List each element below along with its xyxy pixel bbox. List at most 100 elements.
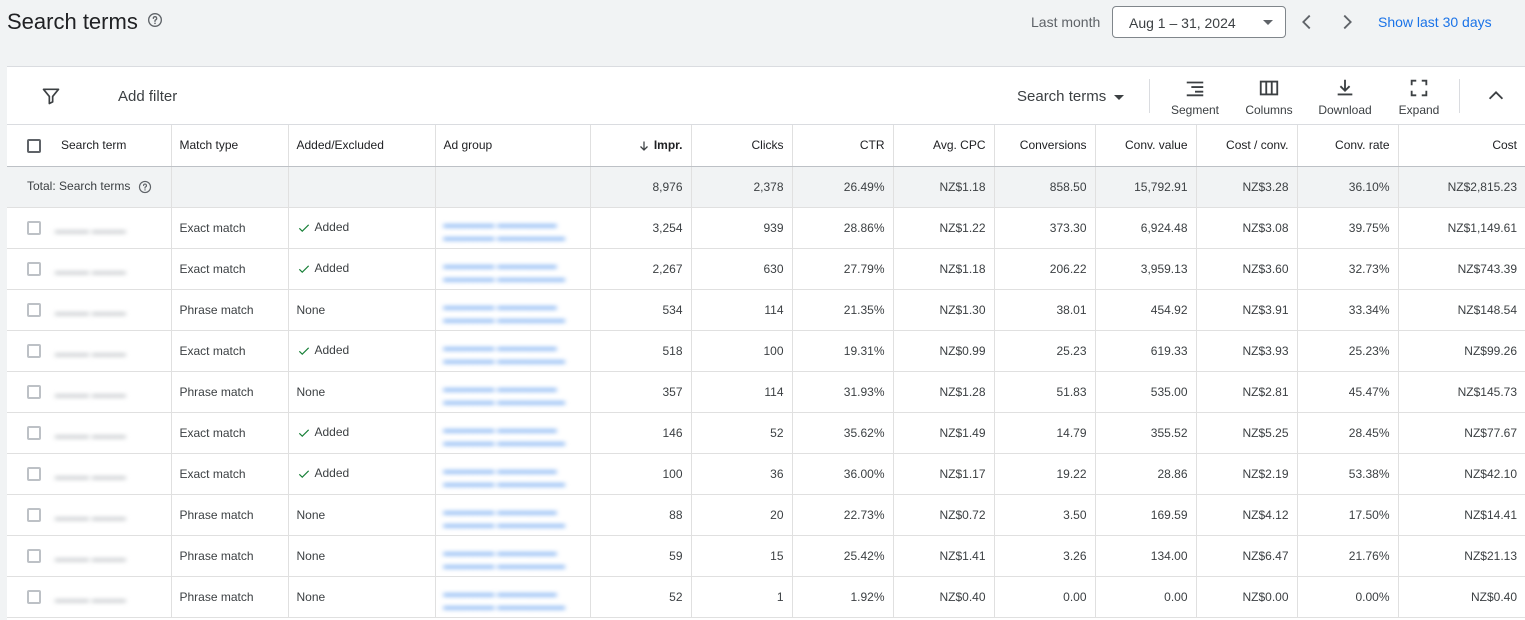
impr-cell: 357 bbox=[590, 371, 692, 413]
expand-button[interactable]: Expand bbox=[1391, 77, 1447, 117]
header-match-type[interactable]: Match type bbox=[171, 125, 289, 167]
clicks-cell: 36 bbox=[691, 453, 793, 495]
ad-group-cell: ▁▁▁▁▁▁ ▁▁▁▁▁▁▁ ▁▁▁▁▁▁ ▁▁▁▁▁▁▁▁ bbox=[435, 453, 591, 495]
download-button[interactable]: Download bbox=[1315, 77, 1375, 117]
row-checkbox[interactable] bbox=[27, 548, 41, 563]
search-term-redacted: ▁▁▁▁ ▁▁▁▁ bbox=[55, 508, 126, 521]
table-row[interactable]: ▁▁▁▁ ▁▁▁▁ Phrase match None ▁▁▁▁▁▁ ▁▁▁▁▁▁▁ … bbox=[7, 576, 1525, 618]
view-select-dropdown[interactable]: Search terms bbox=[1017, 88, 1125, 105]
total-conv-rate: 36.10% bbox=[1297, 166, 1399, 208]
row-checkbox[interactable] bbox=[27, 261, 41, 276]
filter-icon[interactable] bbox=[41, 86, 61, 106]
table-row[interactable]: ▁▁▁▁ ▁▁▁▁ Exact match Added ▁▁▁▁▁▁ ▁▁▁▁▁▁▁ … bbox=[7, 248, 1525, 290]
match-type-cell: Exact match bbox=[171, 330, 289, 372]
total-label-cell: Total: Search terms bbox=[7, 166, 172, 208]
select-all-checkbox[interactable] bbox=[27, 138, 41, 153]
ctr-cell: 21.35% bbox=[792, 289, 894, 331]
ad-group-link[interactable]: ▁▁▁▁▁▁ ▁▁▁▁▁▁▁ ▁▁▁▁▁▁ ▁▁▁▁▁▁▁▁ bbox=[443, 214, 566, 240]
header-cost-per-conv[interactable]: Cost / conv. bbox=[1196, 125, 1298, 167]
chevron-right-icon[interactable] bbox=[1336, 10, 1358, 34]
search-term-redacted: ▁▁▁▁ ▁▁▁▁ bbox=[55, 549, 126, 562]
added-excluded-cell: None bbox=[288, 576, 436, 618]
impr-cell: 534 bbox=[590, 289, 692, 331]
avg-cpc-cell: NZ$1.41 bbox=[893, 535, 995, 577]
row-checkbox[interactable] bbox=[27, 425, 41, 440]
header-added-excluded[interactable]: Added/Excluded bbox=[288, 125, 436, 167]
table-header-row: Search term Match type Added/Excluded Ad… bbox=[7, 125, 1525, 167]
table-row[interactable]: ▁▁▁▁ ▁▁▁▁ Exact match Added ▁▁▁▁▁▁ ▁▁▁▁▁▁▁ … bbox=[7, 453, 1525, 495]
ctr-cell: 25.42% bbox=[792, 535, 894, 577]
total-label: Total: Search terms bbox=[27, 179, 131, 194]
added-excluded-cell: None bbox=[288, 371, 436, 413]
ad-group-link[interactable]: ▁▁▁▁▁▁ ▁▁▁▁▁▁▁ ▁▁▁▁▁▁ ▁▁▁▁▁▁▁▁ bbox=[443, 460, 566, 486]
row-checkbox[interactable] bbox=[27, 220, 41, 235]
search-terms-card: Add filter Search terms Segment Columns … bbox=[7, 66, 1525, 620]
search-term-cell: ▁▁▁▁ ▁▁▁▁ bbox=[7, 330, 172, 372]
add-filter-button[interactable]: Add filter bbox=[118, 88, 178, 105]
date-range-select[interactable]: Aug 1 – 31, 2024 bbox=[1112, 6, 1286, 38]
conversions-cell: 0.00 bbox=[994, 576, 1096, 618]
avg-cpc-cell: NZ$1.17 bbox=[893, 453, 995, 495]
table-row[interactable]: ▁▁▁▁ ▁▁▁▁ Exact match Added ▁▁▁▁▁▁ ▁▁▁▁▁▁▁ … bbox=[7, 207, 1525, 249]
row-checkbox[interactable] bbox=[27, 507, 41, 522]
avg-cpc-cell: NZ$0.40 bbox=[893, 576, 995, 618]
conv-rate-cell: 28.45% bbox=[1297, 412, 1399, 454]
header-impr[interactable]: Impr. bbox=[590, 125, 692, 167]
header-conv-rate[interactable]: Conv. rate bbox=[1297, 125, 1399, 167]
search-term-redacted: ▁▁▁▁ ▁▁▁▁ bbox=[55, 221, 126, 234]
ctr-cell: 36.00% bbox=[792, 453, 894, 495]
row-checkbox[interactable] bbox=[27, 343, 41, 358]
conv-rate-cell: 17.50% bbox=[1297, 494, 1399, 536]
table-row[interactable]: ▁▁▁▁ ▁▁▁▁ Phrase match None ▁▁▁▁▁▁ ▁▁▁▁▁▁▁ … bbox=[7, 289, 1525, 331]
row-checkbox[interactable] bbox=[27, 384, 41, 399]
row-checkbox[interactable] bbox=[27, 589, 41, 604]
row-checkbox[interactable] bbox=[27, 466, 41, 481]
cost-per-conv-cell: NZ$3.08 bbox=[1196, 207, 1298, 249]
ad-group-link[interactable]: ▁▁▁▁▁▁ ▁▁▁▁▁▁▁ ▁▁▁▁▁▁ ▁▁▁▁▁▁▁▁ bbox=[443, 378, 566, 404]
ctr-cell: 28.86% bbox=[792, 207, 894, 249]
header-avg-cpc[interactable]: Avg. CPC bbox=[893, 125, 995, 167]
cost-per-conv-cell: NZ$0.00 bbox=[1196, 576, 1298, 618]
chevron-left-icon[interactable] bbox=[1296, 10, 1318, 34]
columns-button[interactable]: Columns bbox=[1241, 77, 1297, 117]
status-text: Added bbox=[314, 261, 350, 276]
avg-cpc-cell: NZ$1.49 bbox=[893, 412, 995, 454]
header-cost[interactable]: Cost bbox=[1398, 125, 1525, 167]
show-last-30-days-link[interactable]: Show last 30 days bbox=[1378, 14, 1492, 30]
row-checkbox[interactable] bbox=[27, 302, 41, 317]
table-row[interactable]: ▁▁▁▁ ▁▁▁▁ Phrase match None ▁▁▁▁▁▁ ▁▁▁▁▁▁▁ … bbox=[7, 535, 1525, 577]
ad-group-link[interactable]: ▁▁▁▁▁▁ ▁▁▁▁▁▁▁ ▁▁▁▁▁▁ ▁▁▁▁▁▁▁▁ bbox=[443, 583, 566, 609]
help-icon[interactable] bbox=[147, 12, 163, 28]
header-ctr[interactable]: CTR bbox=[792, 125, 894, 167]
conv-rate-cell: 39.75% bbox=[1297, 207, 1399, 249]
caret-down-icon bbox=[1114, 94, 1125, 100]
header-clicks[interactable]: Clicks bbox=[691, 125, 793, 167]
avg-cpc-cell: NZ$1.22 bbox=[893, 207, 995, 249]
table-row[interactable]: ▁▁▁▁ ▁▁▁▁ Exact match Added ▁▁▁▁▁▁ ▁▁▁▁▁▁▁ … bbox=[7, 330, 1525, 372]
added-excluded-cell: Added bbox=[288, 330, 436, 372]
header-conversions[interactable]: Conversions bbox=[994, 125, 1096, 167]
cost-cell: NZ$99.26 bbox=[1398, 330, 1525, 372]
search-term-cell: ▁▁▁▁ ▁▁▁▁ bbox=[7, 207, 172, 249]
table-row[interactable]: ▁▁▁▁ ▁▁▁▁ Phrase match None ▁▁▁▁▁▁ ▁▁▁▁▁▁▁ … bbox=[7, 371, 1525, 413]
ad-group-link[interactable]: ▁▁▁▁▁▁ ▁▁▁▁▁▁▁ ▁▁▁▁▁▁ ▁▁▁▁▁▁▁▁ bbox=[443, 255, 566, 281]
ad-group-link[interactable]: ▁▁▁▁▁▁ ▁▁▁▁▁▁▁ ▁▁▁▁▁▁ ▁▁▁▁▁▁▁▁ bbox=[443, 296, 566, 322]
segment-button[interactable]: Segment bbox=[1167, 77, 1223, 117]
ad-group-link[interactable]: ▁▁▁▁▁▁ ▁▁▁▁▁▁▁ ▁▁▁▁▁▁ ▁▁▁▁▁▁▁▁ bbox=[443, 337, 566, 363]
header-conv-value[interactable]: Conv. value bbox=[1095, 125, 1197, 167]
search-term-redacted: ▁▁▁▁ ▁▁▁▁ bbox=[55, 467, 126, 480]
chevron-up-icon[interactable] bbox=[1485, 85, 1507, 107]
search-term-redacted: ▁▁▁▁ ▁▁▁▁ bbox=[55, 385, 126, 398]
view-select-label: Search terms bbox=[1017, 88, 1107, 105]
ad-group-link[interactable]: ▁▁▁▁▁▁ ▁▁▁▁▁▁▁ ▁▁▁▁▁▁ ▁▁▁▁▁▁▁▁ bbox=[443, 501, 566, 527]
added-excluded-cell: Added bbox=[288, 453, 436, 495]
cost-per-conv-cell: NZ$5.25 bbox=[1196, 412, 1298, 454]
ad-group-link[interactable]: ▁▁▁▁▁▁ ▁▁▁▁▁▁▁ ▁▁▁▁▁▁ ▁▁▁▁▁▁▁▁ bbox=[443, 419, 566, 445]
cost-cell: NZ$21.13 bbox=[1398, 535, 1525, 577]
table-row[interactable]: ▁▁▁▁ ▁▁▁▁ Phrase match None ▁▁▁▁▁▁ ▁▁▁▁▁▁▁ … bbox=[7, 494, 1525, 536]
table-row[interactable]: ▁▁▁▁ ▁▁▁▁ Exact match Added ▁▁▁▁▁▁ ▁▁▁▁▁▁▁ … bbox=[7, 412, 1525, 454]
conv-value-cell: 355.52 bbox=[1095, 412, 1197, 454]
help-icon[interactable] bbox=[138, 180, 152, 194]
header-ad-group[interactable]: Ad group bbox=[435, 125, 591, 167]
ad-group-link[interactable]: ▁▁▁▁▁▁ ▁▁▁▁▁▁▁ ▁▁▁▁▁▁ ▁▁▁▁▁▁▁▁ bbox=[443, 542, 566, 568]
